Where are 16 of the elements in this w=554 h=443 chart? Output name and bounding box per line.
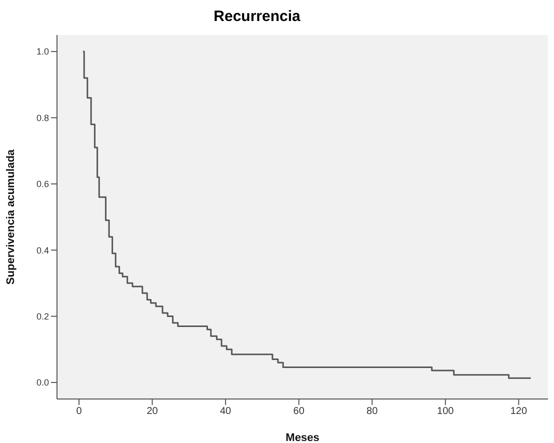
y-tick-label: 0.2	[36, 311, 49, 322]
x-tick-label: 120	[510, 406, 528, 418]
x-tick-label: 60	[293, 406, 305, 418]
chart-title: Recurrencia	[212, 8, 302, 25]
y-axis-title: Supervivencia acumulada	[4, 148, 17, 285]
y-tick-label: 1.0	[36, 46, 49, 57]
x-tick-label: 40	[220, 406, 232, 418]
x-tick-label: 0	[76, 406, 82, 418]
y-tick-label: 0.4	[36, 245, 49, 256]
y-tick-label: 0.8	[36, 112, 49, 123]
y-tick-label: 0.6	[36, 179, 49, 190]
y-tick-label: 0.0	[36, 378, 49, 388]
x-tick-label: 20	[146, 406, 158, 418]
x-tick-label: 80	[366, 406, 378, 418]
x-tick-label: 100	[437, 406, 454, 418]
x-axis-title: Meses	[286, 432, 320, 443]
